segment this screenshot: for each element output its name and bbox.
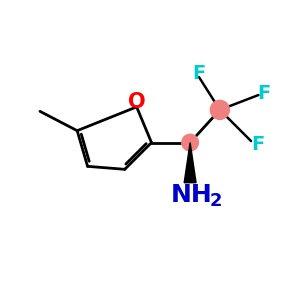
Circle shape [182,134,198,151]
Text: F: F [192,64,206,83]
Text: O: O [128,92,146,112]
Text: F: F [251,135,264,154]
Polygon shape [184,142,196,183]
Text: F: F [257,84,271,103]
Circle shape [210,100,230,119]
Text: NH: NH [171,183,212,207]
Text: 2: 2 [209,192,222,210]
